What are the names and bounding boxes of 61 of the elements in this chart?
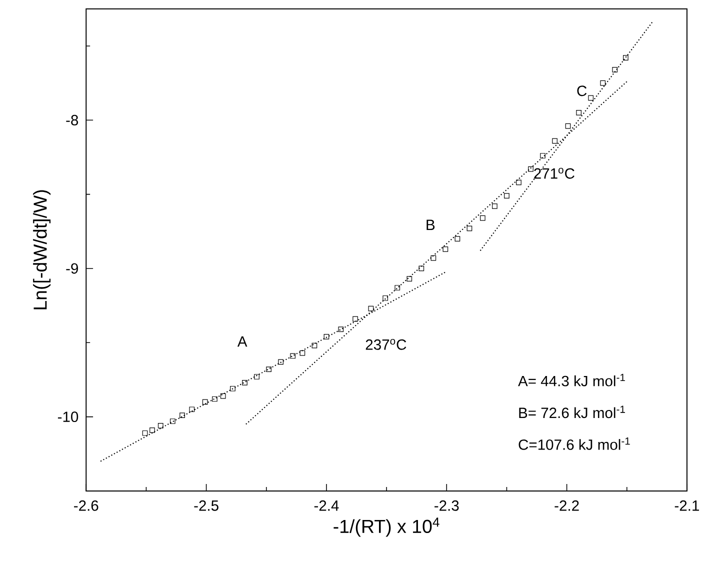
annotation: C <box>577 86 587 96</box>
point <box>623 55 628 60</box>
point <box>516 180 522 186</box>
x-axis-title: -1/(RT) x 10$^{4}$ <box>334 518 440 537</box>
point <box>189 406 195 412</box>
x-tick-label: -2.6 <box>74 500 98 511</box>
point <box>202 399 208 405</box>
point <box>430 255 436 261</box>
point <box>254 374 260 380</box>
point <box>540 152 546 158</box>
x-tick-label: -2.1 <box>674 500 699 511</box>
point <box>230 386 236 392</box>
annotation: C=107.6 kJ mol$^{-1}$ <box>518 437 630 450</box>
point <box>300 350 306 356</box>
point <box>142 430 148 436</box>
point <box>170 418 176 424</box>
point <box>158 422 164 428</box>
annotation: B <box>426 220 435 230</box>
x-tick-label: -2.4 <box>314 500 339 511</box>
point <box>600 80 606 86</box>
point <box>150 427 155 433</box>
point <box>212 396 218 402</box>
annotation: 237$^{o}$C <box>366 338 406 350</box>
annotation: A= 44.3 kJ mol$^{-1}$ <box>518 374 625 386</box>
point <box>312 342 318 348</box>
annotation: 271$^{o}$C <box>534 168 574 179</box>
point <box>368 306 374 312</box>
annotation: B= 72.6 kJ mol$^{-1}$ <box>519 406 625 418</box>
annotation: A <box>237 336 248 347</box>
y-axis-title: Ln([-dW/dt]/W) <box>33 190 51 310</box>
point <box>220 393 226 399</box>
x-tick-label: -2.5 <box>194 500 218 511</box>
y-tick-label: -8 <box>66 114 78 126</box>
x-tick-label: -2.2 <box>554 500 579 511</box>
point <box>576 110 582 116</box>
point <box>406 276 412 282</box>
point <box>180 412 185 418</box>
point <box>552 138 558 144</box>
point <box>324 334 330 340</box>
point <box>290 353 296 359</box>
point <box>418 266 424 272</box>
point <box>528 166 534 172</box>
point <box>278 359 284 365</box>
y-tick-label: -10 <box>58 411 78 422</box>
point <box>352 316 358 322</box>
point <box>612 66 618 72</box>
point <box>480 215 486 221</box>
x-tick-label: -2.3 <box>434 500 459 511</box>
point <box>492 203 498 209</box>
point <box>504 193 510 198</box>
point <box>454 236 460 242</box>
point <box>382 295 388 301</box>
point <box>394 285 400 290</box>
point <box>242 380 248 386</box>
y-tick-label: -9 <box>66 263 78 274</box>
point <box>266 366 272 372</box>
point <box>338 326 344 332</box>
point <box>588 95 594 100</box>
point <box>442 246 448 252</box>
point <box>565 123 571 129</box>
point <box>466 226 472 232</box>
